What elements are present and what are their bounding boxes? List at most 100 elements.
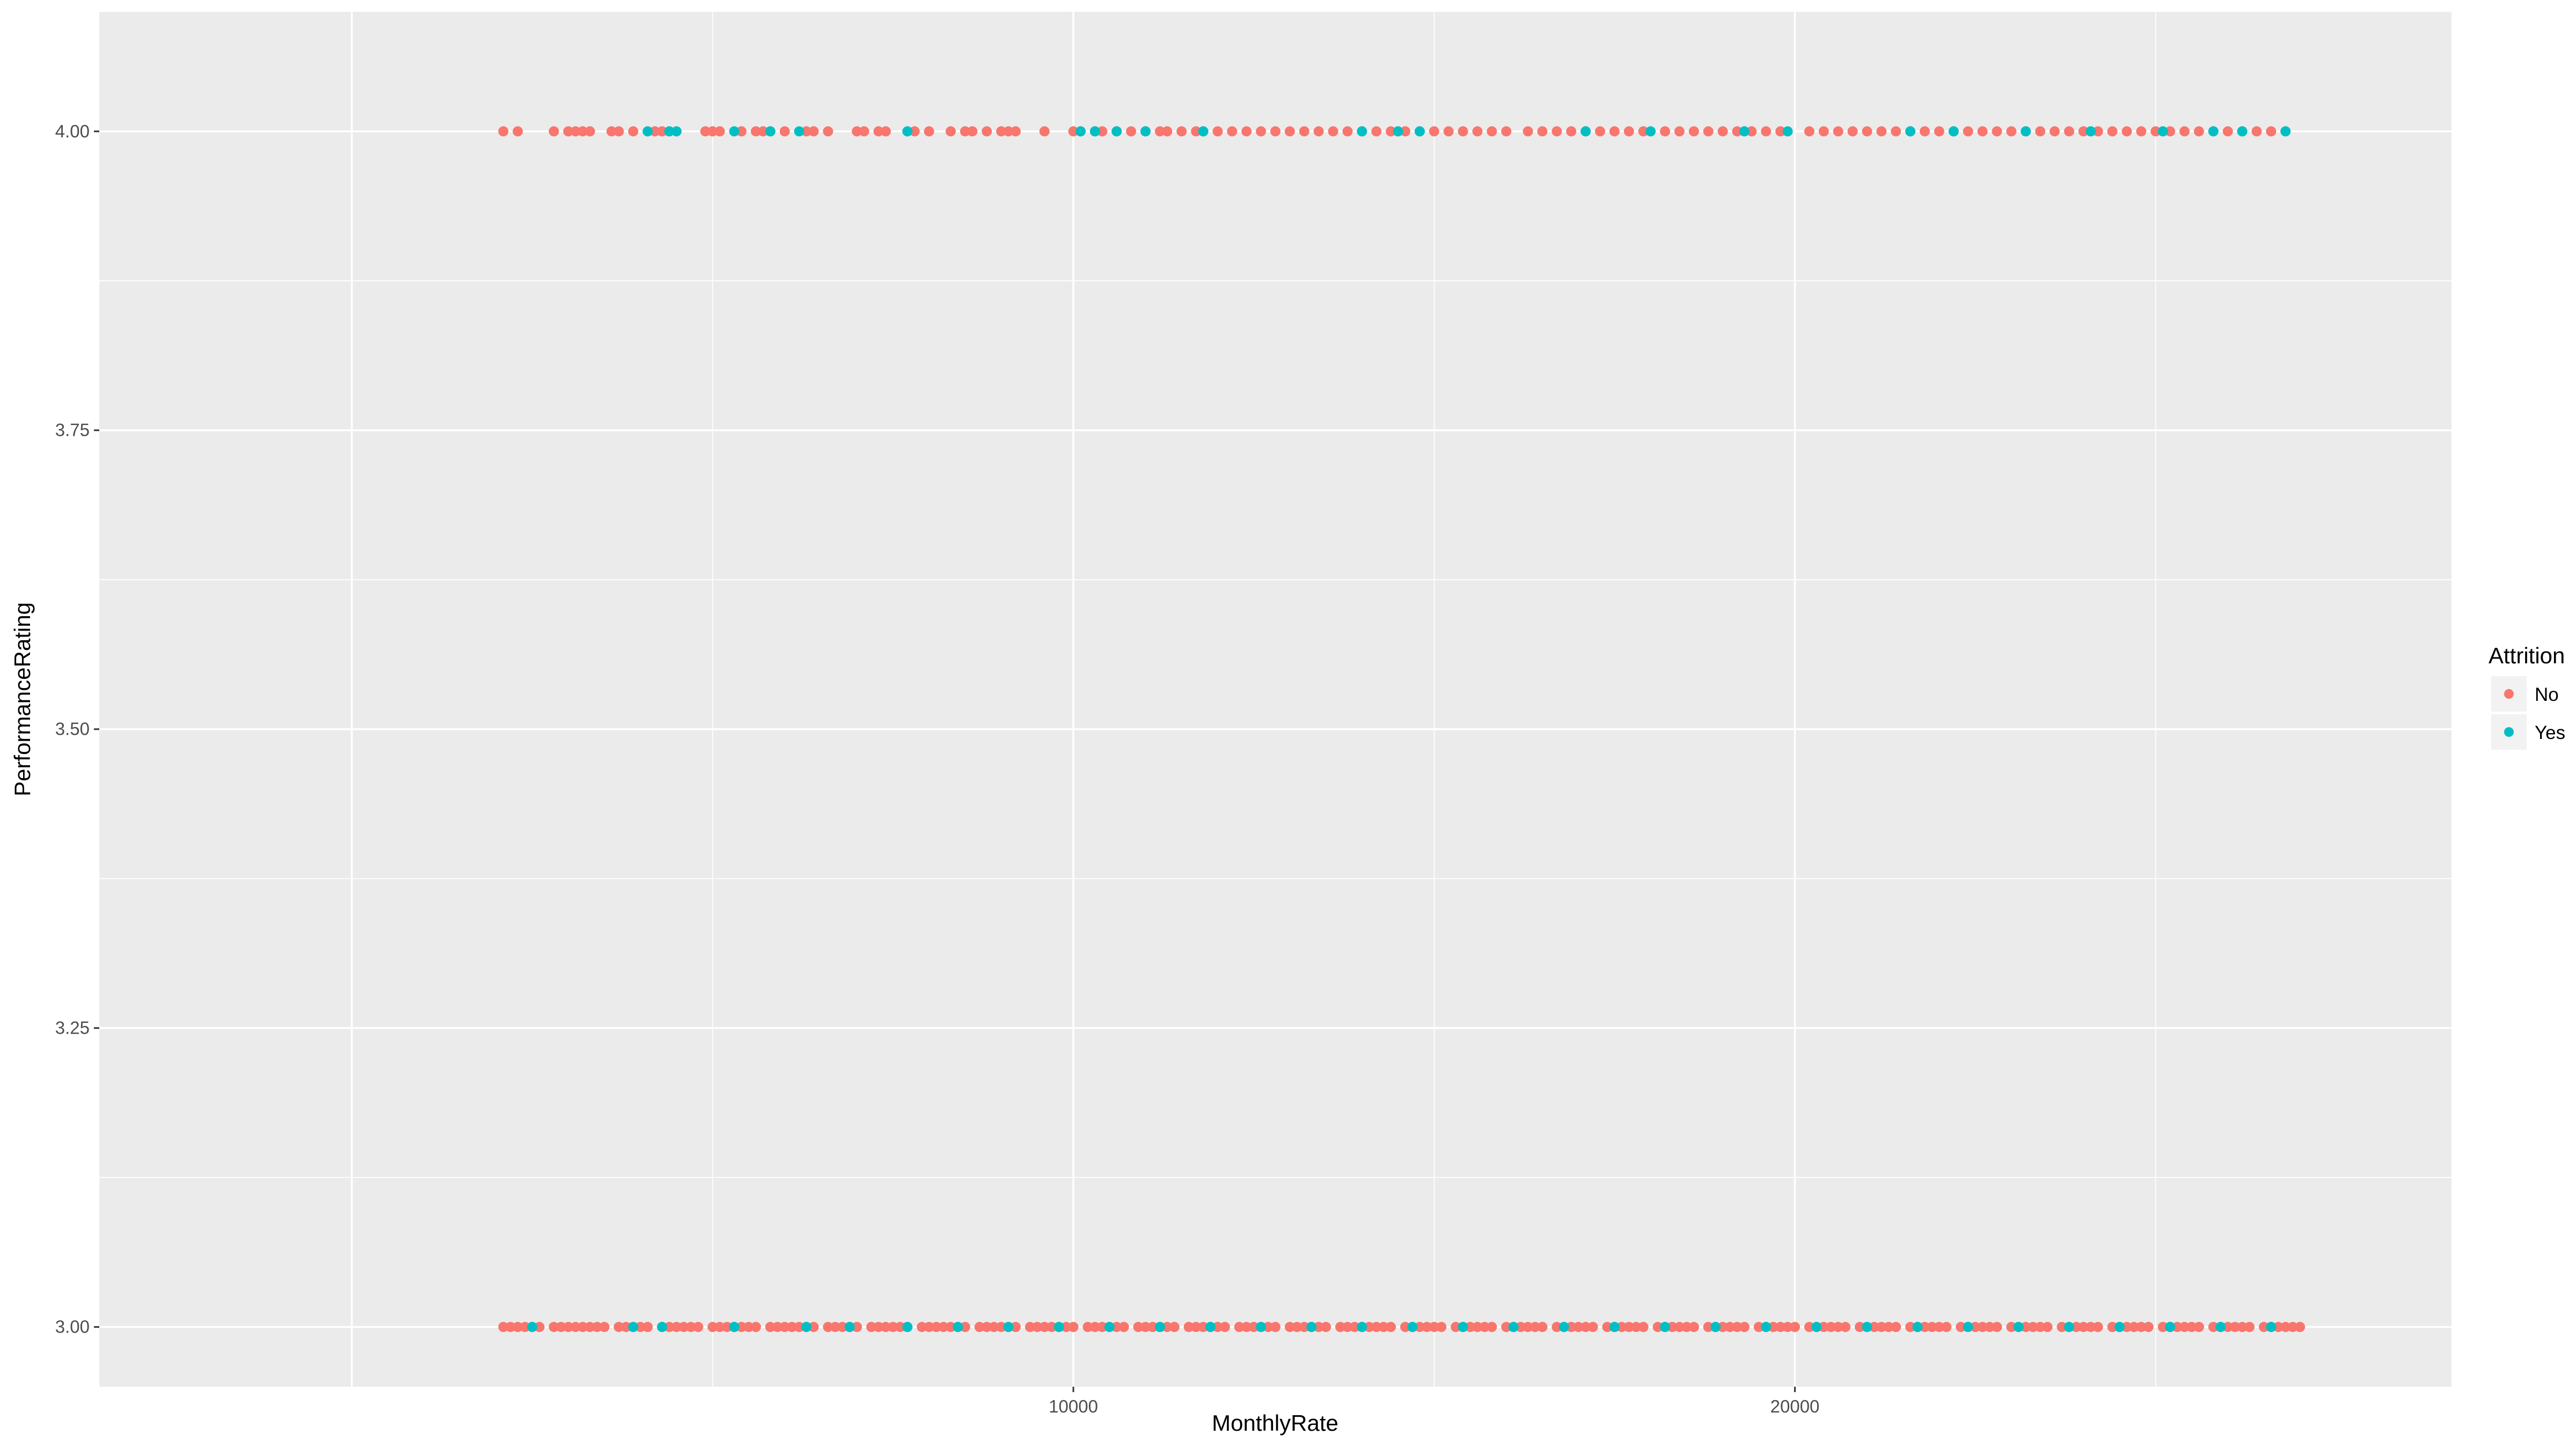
- point-no: [1299, 1322, 1309, 1333]
- point-no: [1516, 1322, 1526, 1333]
- point-no: [1479, 1322, 1490, 1333]
- point-no: [1595, 126, 1606, 137]
- point-no: [570, 126, 581, 137]
- point-yes: [1782, 126, 1793, 137]
- point-no: [1725, 1322, 1736, 1333]
- point-no: [2222, 126, 2233, 137]
- point-no: [2193, 126, 2204, 137]
- point-yes: [1761, 1322, 1772, 1333]
- point-no: [1191, 1322, 1202, 1333]
- point-yes: [1357, 1322, 1367, 1333]
- point-no: [1263, 1322, 1274, 1333]
- y-tick-label: 3.25: [55, 1018, 90, 1038]
- point-yes: [2266, 1322, 2277, 1333]
- point-no: [1451, 1322, 1461, 1333]
- point-yes: [1645, 126, 1656, 137]
- point-no: [1501, 1322, 1512, 1333]
- point-no: [924, 1322, 934, 1333]
- point-no: [1587, 1322, 1598, 1333]
- point-no: [1920, 126, 1930, 137]
- point-no: [2237, 1322, 2248, 1333]
- point-no: [1140, 1322, 1151, 1333]
- point-no: [779, 126, 790, 137]
- point-no: [743, 1322, 754, 1333]
- point-no: [1920, 1322, 1930, 1333]
- point-yes: [1053, 1322, 1064, 1333]
- point-no: [888, 1322, 898, 1333]
- point-no: [1342, 126, 1353, 137]
- point-no: [1436, 1322, 1447, 1333]
- point-no: [982, 126, 992, 137]
- point-no: [1977, 1322, 1988, 1333]
- point-no: [1934, 1322, 1944, 1333]
- point-no: [880, 1322, 891, 1333]
- point-no: [1046, 1322, 1057, 1333]
- legend-title: Attrition: [2489, 643, 2565, 668]
- point-no: [1422, 1322, 1432, 1333]
- point-yes: [527, 1322, 538, 1333]
- point-no: [685, 1322, 696, 1333]
- point-yes: [1963, 1322, 1973, 1333]
- point-no: [548, 126, 559, 137]
- point-no: [808, 1322, 819, 1333]
- minor-gridlines: [99, 12, 2451, 1387]
- point-no: [1465, 1322, 1476, 1333]
- point-no: [664, 1322, 675, 1333]
- point-no: [613, 1322, 624, 1333]
- point-no: [1573, 1322, 1584, 1333]
- point-no: [852, 1322, 862, 1333]
- point-no: [1335, 1322, 1346, 1333]
- point-no: [2050, 126, 2060, 137]
- point-no: [866, 1322, 877, 1333]
- point-no: [1061, 1322, 1072, 1333]
- point-no: [2092, 1322, 2103, 1333]
- point-no: [1703, 126, 1714, 137]
- legend-label-no: No: [2535, 684, 2559, 705]
- point-no: [1840, 1322, 1851, 1333]
- point-no: [584, 1322, 595, 1333]
- point-no: [765, 1322, 775, 1333]
- point-yes: [1198, 126, 1209, 137]
- point-no: [1652, 1322, 1663, 1333]
- point-no: [2121, 1322, 2132, 1333]
- point-no: [2136, 1322, 2147, 1333]
- point-no: [1313, 1322, 1324, 1333]
- point-no: [1292, 1322, 1302, 1333]
- point-yes: [1508, 1322, 1519, 1333]
- panel-background: [99, 12, 2451, 1387]
- point-yes: [664, 126, 675, 137]
- point-no: [1616, 1322, 1627, 1333]
- point-no: [1162, 1322, 1173, 1333]
- point-no: [1386, 126, 1396, 137]
- point-no: [2273, 1322, 2284, 1333]
- point-no: [1956, 1322, 1966, 1333]
- point-no: [1429, 126, 1439, 137]
- point-no: [1284, 126, 1295, 137]
- point-no: [1876, 126, 1887, 137]
- point-no: [1530, 1322, 1541, 1333]
- point-no: [620, 1322, 631, 1333]
- point-no: [2042, 1322, 2053, 1333]
- point-no: [1826, 1322, 1836, 1333]
- point-no: [635, 1322, 646, 1333]
- point-no: [2136, 126, 2147, 137]
- point-no: [750, 1322, 761, 1333]
- point-no: [2179, 1322, 2190, 1333]
- point-yes: [1414, 126, 1425, 137]
- point-yes: [1104, 1322, 1115, 1333]
- point-no: [1602, 1322, 1613, 1333]
- point-yes: [1140, 126, 1151, 137]
- point-no: [1876, 1322, 1887, 1333]
- point-no: [2280, 1322, 2291, 1333]
- point-no: [1970, 1322, 1981, 1333]
- point-yes: [2114, 1322, 2125, 1333]
- point-no: [1154, 126, 1165, 137]
- point-no: [1782, 1322, 1793, 1333]
- point-no: [1566, 126, 1577, 137]
- point-yes: [1205, 1322, 1216, 1333]
- point-yes: [1580, 126, 1591, 137]
- point-no: [577, 126, 588, 137]
- point-no: [794, 1322, 804, 1333]
- point-no: [1003, 126, 1014, 137]
- point-no: [1219, 1322, 1230, 1333]
